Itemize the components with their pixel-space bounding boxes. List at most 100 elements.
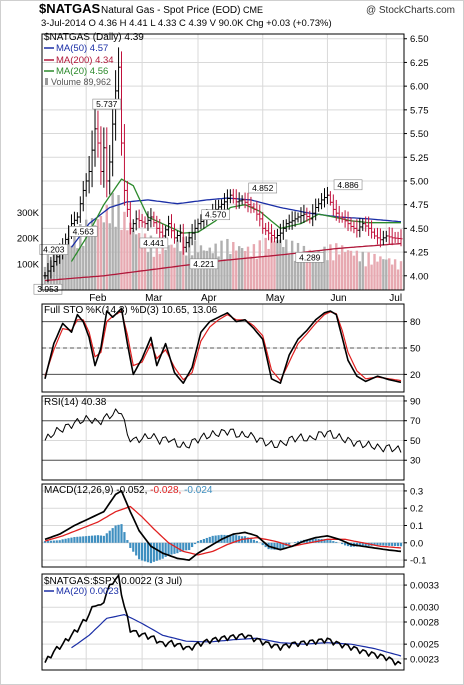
volume-bar xyxy=(255,258,259,290)
price-y-tick-label-3: 4.75 xyxy=(410,200,429,211)
volume-bar xyxy=(323,246,326,290)
sto-title: Full STO %K(14,3) %D(3) 10.65, 13.06 xyxy=(44,305,218,316)
volume-bar xyxy=(108,223,111,290)
volume-bar xyxy=(332,260,335,290)
macd-histogram-bar xyxy=(276,542,279,550)
volume-bar xyxy=(158,253,161,290)
price-y-tick-label-10: 6.50 xyxy=(410,34,429,45)
macd-histogram-bar xyxy=(135,542,138,556)
volume-bar xyxy=(58,245,61,290)
macd-histogram-bar xyxy=(164,542,167,557)
price-y-tick-label-9: 6.25 xyxy=(410,58,429,69)
volume-bar xyxy=(102,222,106,290)
volume-bar xyxy=(358,261,362,290)
macd-histogram-bar xyxy=(208,536,211,543)
price-annotation: 4.289 xyxy=(299,252,321,262)
macd-y-tick-label-1: 0.0 xyxy=(410,538,423,549)
price-annotation: 4.886 xyxy=(337,180,359,190)
symbol-description: Natural Gas - Spot Price (EOD) xyxy=(101,5,240,16)
volume-bar xyxy=(70,245,73,290)
volume-bar xyxy=(64,244,67,290)
ratio-ma-legend: MA(20) 0.0023 xyxy=(56,586,119,597)
macd-histogram-bar xyxy=(58,540,61,543)
volume-bar xyxy=(117,195,120,290)
volume-bar xyxy=(220,240,223,290)
price-annotation: 4.203 xyxy=(43,245,65,255)
volume-bar xyxy=(205,250,209,290)
volume-bar xyxy=(379,256,382,290)
macd-title-part: MACD(12,26,9) -0.052, xyxy=(44,485,150,496)
volume-bar xyxy=(338,254,341,290)
price-y-tick-label-8: 6.00 xyxy=(410,82,429,93)
volume-bar xyxy=(120,229,123,290)
macd-histogram-bar xyxy=(343,542,347,546)
price-annotation: 4.570 xyxy=(205,210,227,220)
macd-histogram-bar xyxy=(185,542,188,551)
macd-histogram-bar xyxy=(93,535,97,543)
price-y-tick-label-7: 5.75 xyxy=(410,105,429,116)
volume-bar xyxy=(196,252,200,290)
macd-histogram-bar xyxy=(335,541,338,543)
price-y-tick-label-0: 4.00 xyxy=(410,271,429,282)
volume-bar xyxy=(396,269,400,290)
macd-y-tick-label-3: 0.2 xyxy=(410,504,423,515)
volume-bar xyxy=(382,259,385,290)
macd-histogram-bar xyxy=(373,542,376,546)
ma20-legend: MA(20) 4.56 xyxy=(56,66,108,77)
rsi-y-tick-label-2: 70 xyxy=(410,416,421,427)
volume-bar xyxy=(87,235,91,290)
volume-bar xyxy=(258,240,261,290)
macd-histogram-bar xyxy=(105,533,108,543)
symbol-title: $NATGAS xyxy=(39,1,100,16)
volume-bar xyxy=(340,245,344,290)
price-annotation: 4.441 xyxy=(143,238,165,248)
macd-histogram-bar xyxy=(49,540,52,543)
rsi-y-tick-label-0: 30 xyxy=(410,456,421,467)
macd-histogram-bar xyxy=(138,542,141,560)
x-axis-label: Apr xyxy=(201,293,217,304)
ratio-y-tick-label-2: 0.0028 xyxy=(410,618,439,629)
volume-bar xyxy=(285,239,288,290)
volume-legend: Volume 89,962 xyxy=(51,77,111,87)
volume-bar xyxy=(132,230,135,290)
volume-bar xyxy=(399,261,403,290)
macd-histogram-bar xyxy=(188,542,191,551)
volume-bar xyxy=(96,219,100,290)
quote-line: 3-Jul-2014 O 4.36 H 4.41 L 4.33 C 4.39 V… xyxy=(41,18,332,29)
macd-histogram-bar xyxy=(61,539,64,543)
price-annotation-box xyxy=(139,237,169,249)
macd-histogram-bar xyxy=(279,542,282,550)
macd-histogram-bar xyxy=(55,540,58,543)
x-axis-label: Feb xyxy=(89,293,107,304)
volume-bar xyxy=(226,238,229,290)
macd-histogram-bar xyxy=(296,541,300,543)
volume-bar xyxy=(155,239,159,290)
macd-histogram-bar xyxy=(85,536,88,543)
volume-bar xyxy=(343,252,347,290)
volume-scale-label: 300K xyxy=(17,208,40,219)
volume-bar xyxy=(293,260,297,290)
sto-d-line xyxy=(44,310,402,382)
price-y-tick-label-5: 5.25 xyxy=(410,153,429,164)
macd-histogram-bar xyxy=(282,542,285,548)
volume-bar xyxy=(243,251,247,290)
price-annotation-box xyxy=(189,258,219,270)
volume-bar xyxy=(273,241,276,290)
macd-histogram-bar xyxy=(305,539,308,543)
volume-bar xyxy=(361,251,364,290)
macd-signal-line xyxy=(44,505,402,556)
volume-bar xyxy=(79,223,82,290)
volume-bar xyxy=(373,253,376,290)
volume-bar xyxy=(105,205,108,290)
volume-bar xyxy=(135,234,138,290)
macd-histogram-bar xyxy=(102,535,105,543)
exchange-label: CME xyxy=(243,5,263,15)
volume-bar xyxy=(346,250,350,290)
price-y-tick-label-4: 5.00 xyxy=(410,176,429,187)
volume-bar xyxy=(370,264,373,290)
macd-histogram-bar xyxy=(358,542,361,547)
volume-bar xyxy=(90,218,94,290)
x-axis-label: Jul xyxy=(389,293,402,304)
macd-histogram-bar xyxy=(149,542,153,564)
volume-bar xyxy=(223,259,226,290)
